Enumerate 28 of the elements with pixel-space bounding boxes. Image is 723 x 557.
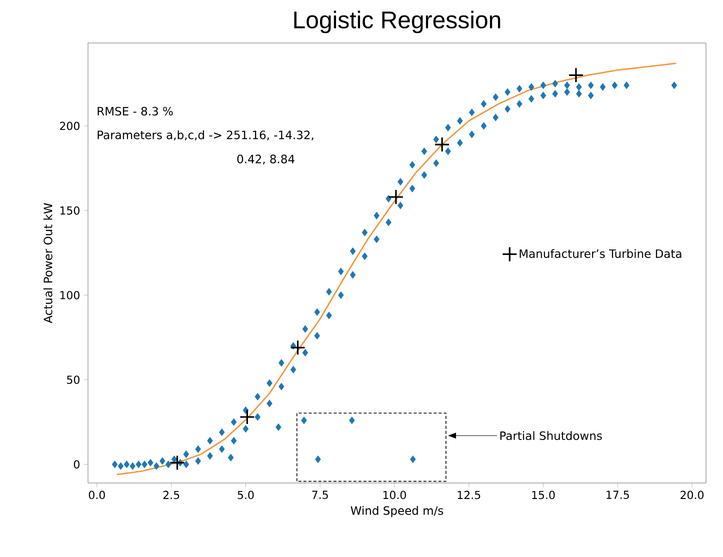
y-tick-label: 100	[60, 291, 80, 300]
x-tick-label: 20.0	[680, 490, 704, 500]
x-tick-label: 2.5	[163, 490, 180, 500]
x-axis-title: Wind Speed m/s	[350, 506, 444, 518]
point	[388, 189, 404, 205]
point	[239, 409, 255, 425]
annotation: RMSE - 8.3 %	[98, 106, 173, 116]
y-axis-title: Actual Power Out kW	[43, 203, 52, 324]
point	[169, 454, 186, 470]
annotation: Partial Shutdowns	[500, 431, 602, 440]
x-tick-label: 0.0	[88, 490, 105, 500]
annotation: 0.42, 8.84	[237, 154, 294, 165]
x-tick-label: 12.5	[458, 490, 480, 500]
chart-title: Logistic Regression	[294, 10, 500, 34]
x-tick-label: 10.0	[383, 490, 406, 500]
x-tick-label: 17.5	[606, 490, 629, 499]
x-tick-label: 5.0	[238, 490, 254, 500]
x-tick-label: 15.0	[532, 490, 555, 500]
y-tick-label: 200	[60, 122, 80, 130]
legend-label: Manufacturer’s Turbine Data	[520, 249, 682, 258]
point	[434, 136, 450, 152]
y-tick-label: 50	[67, 376, 80, 384]
annotation: Parameters a,b,c,d -> 251.16, -14.32,	[98, 130, 314, 140]
point	[568, 67, 584, 83]
point	[290, 340, 306, 356]
y-tick-label: 0	[74, 460, 80, 469]
y-tick-label: 150	[60, 206, 80, 215]
x-tick-label: 7.5	[312, 490, 328, 499]
